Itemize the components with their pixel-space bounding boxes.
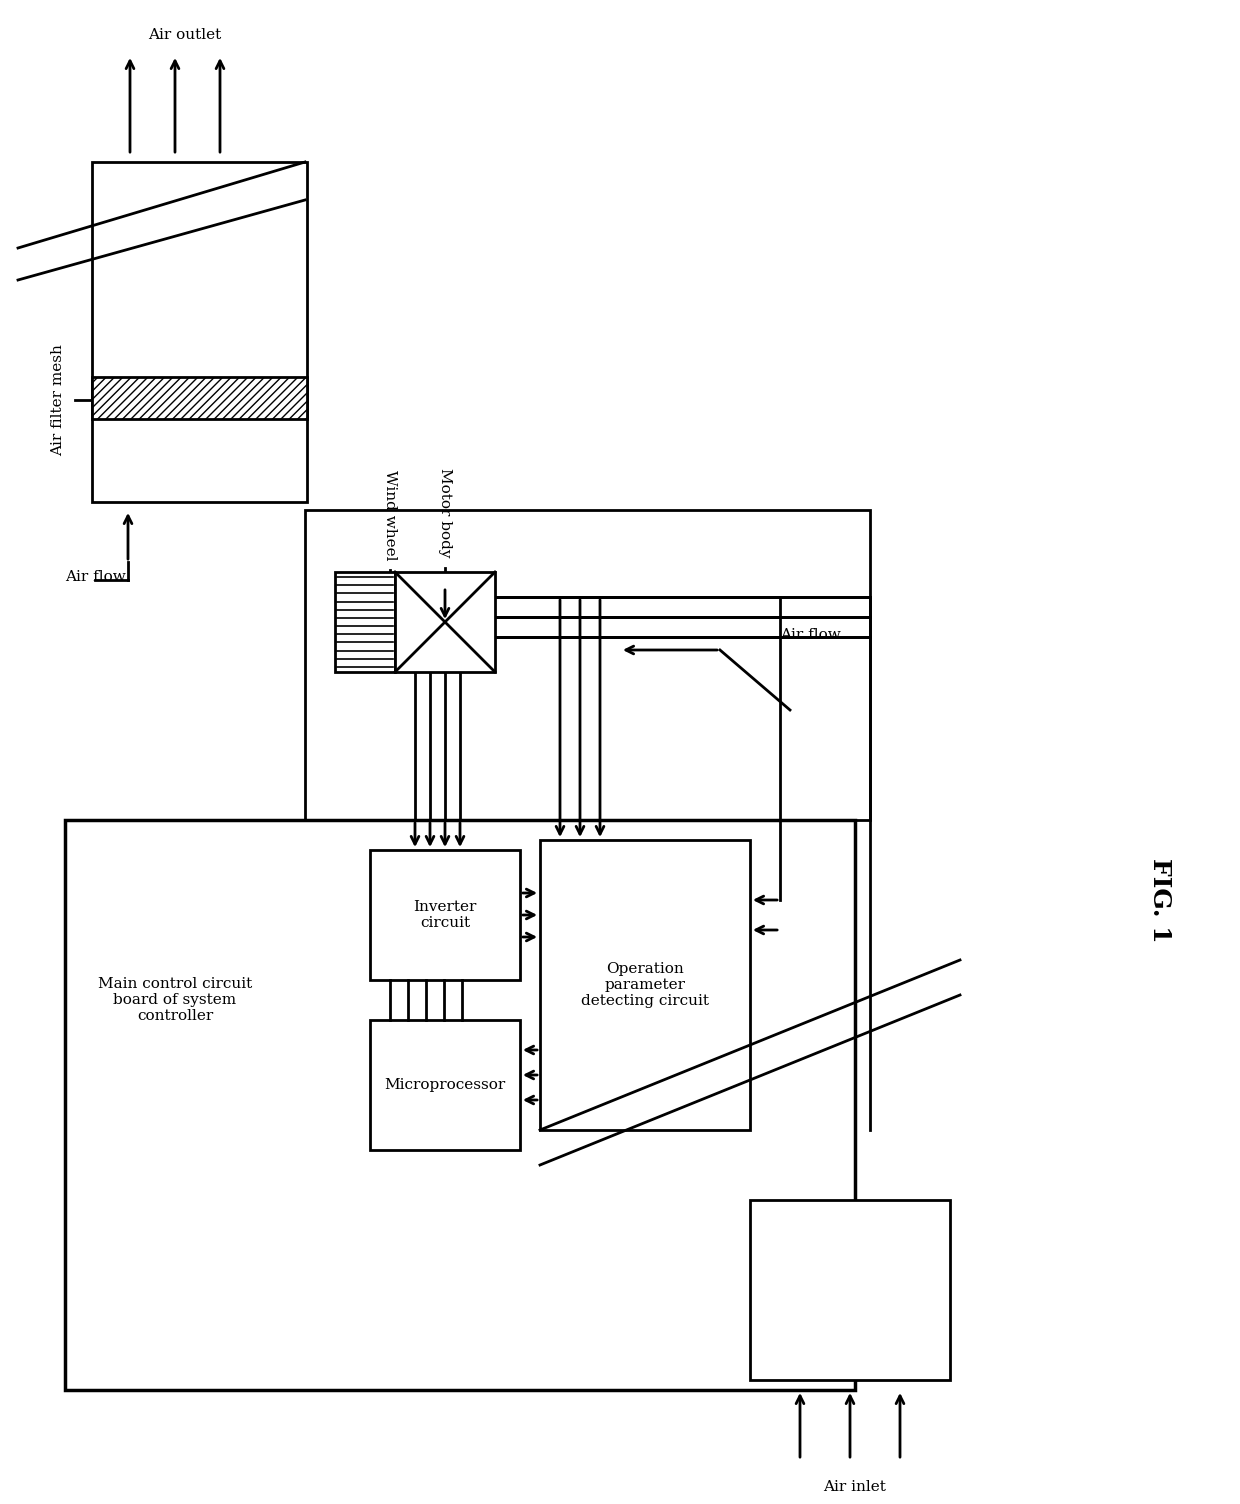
Bar bbox=[92, 162, 308, 502]
Text: Motor body: Motor body bbox=[438, 469, 453, 558]
Text: FIG. 1: FIG. 1 bbox=[1148, 857, 1172, 943]
Bar bbox=[539, 841, 750, 1130]
Text: Air inlet: Air inlet bbox=[823, 1480, 887, 1493]
Bar bbox=[335, 572, 396, 672]
Bar bbox=[750, 1200, 950, 1381]
Bar bbox=[92, 378, 308, 420]
Bar bbox=[370, 850, 520, 981]
Text: Air filter mesh: Air filter mesh bbox=[51, 344, 64, 456]
Bar bbox=[396, 572, 495, 672]
Text: Inverter
circuit: Inverter circuit bbox=[413, 899, 476, 929]
Text: Microprocessor: Microprocessor bbox=[384, 1078, 506, 1092]
Text: Air outlet: Air outlet bbox=[149, 29, 222, 42]
Bar bbox=[64, 820, 856, 1390]
Bar bbox=[305, 510, 870, 820]
Text: Air flow: Air flow bbox=[780, 629, 841, 642]
Bar bbox=[370, 1020, 520, 1151]
Text: Air flow: Air flow bbox=[64, 570, 125, 584]
Text: Operation
parameter
detecting circuit: Operation parameter detecting circuit bbox=[582, 961, 709, 1008]
Text: Main control circuit
board of system
controller: Main control circuit board of system con… bbox=[98, 976, 252, 1023]
Text: Wind wheel: Wind wheel bbox=[383, 469, 397, 559]
